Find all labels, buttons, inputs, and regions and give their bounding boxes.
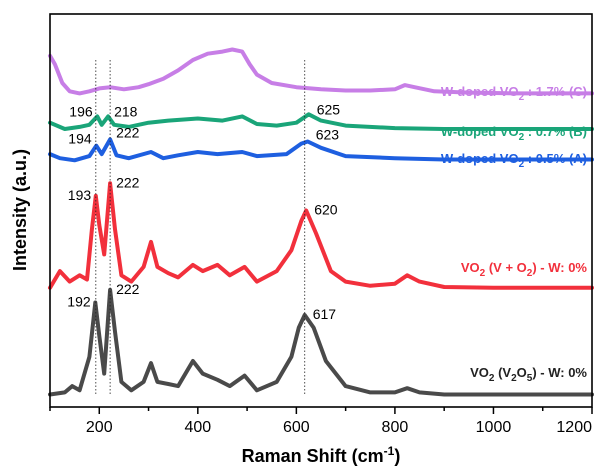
x-axis-ticks: 200 400 600 800 1000 1200 [50, 407, 592, 436]
series-label-2: W-doped VO2 : 0.5% (A) [441, 151, 587, 170]
peak-label: 625 [317, 101, 341, 117]
peak-label: 193 [68, 187, 92, 203]
peak-label: 194 [68, 131, 92, 147]
series-labels: W-doped VO2 : 1.7% (C) W-doped VO2 : 0.7%… [441, 84, 588, 384]
peak-label: 623 [316, 127, 340, 143]
peak-label: 617 [313, 306, 337, 322]
x-tick-label: 1200 [556, 419, 592, 436]
x-tick-label: 1000 [476, 419, 512, 436]
x-tick-label: 600 [283, 419, 310, 436]
series-label-3: VO2 (V + O2) - W: 0% [461, 260, 588, 279]
peak-label: 218 [114, 103, 138, 119]
x-tick-label: 800 [382, 419, 409, 436]
peak-label: 192 [67, 294, 91, 310]
peak-label: 196 [69, 103, 93, 119]
peak-label: 620 [314, 202, 338, 218]
series-label-1: W-doped VO2 : 0.7% (B) [441, 124, 587, 143]
x-tick-label: 200 [86, 419, 113, 436]
peak-label: 222 [116, 174, 140, 190]
peak-label: 222 [116, 281, 140, 297]
series-label-4: VO2 (V2O5) - W: 0% [470, 365, 587, 384]
series-label-0: W-doped VO2 : 1.7% (C) [441, 84, 587, 103]
x-axis-title: Raman Shift (cm-1) [242, 444, 401, 466]
peak-label: 222 [116, 124, 140, 140]
y-axis-title: Intensity (a.u.) [10, 149, 30, 271]
x-tick-label: 400 [184, 419, 211, 436]
